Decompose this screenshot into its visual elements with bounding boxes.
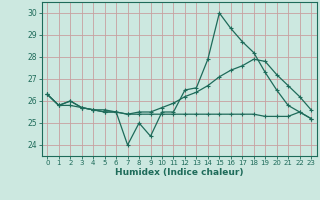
X-axis label: Humidex (Indice chaleur): Humidex (Indice chaleur) [115, 168, 244, 177]
